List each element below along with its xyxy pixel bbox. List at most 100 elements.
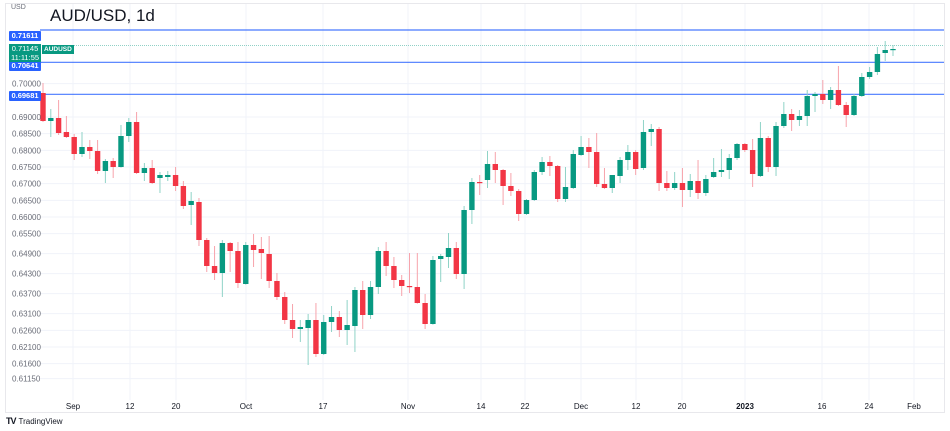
tradingview-logo-icon: TV [6,416,16,426]
candle-body [313,320,319,354]
candle [765,136,771,172]
candle-body [235,251,241,283]
candle-body [749,150,756,174]
candle-body [48,118,54,121]
candle [211,246,218,280]
candle-body [133,122,140,173]
candle-body [157,175,163,178]
candle-body [204,240,210,266]
candle-body [94,151,101,171]
candle [297,320,304,342]
candle-body [843,105,849,115]
candle [851,94,857,116]
candle [469,178,475,224]
candle-body [492,164,498,170]
candle-body [328,317,335,322]
candle [55,100,62,135]
candle-body [258,249,265,253]
candle [617,157,623,183]
candle [313,303,319,357]
candle-body [578,147,584,155]
candle [508,173,514,196]
candle [601,168,608,189]
horizontal-price-lines [40,29,944,95]
candle [282,292,288,324]
candle [445,233,452,268]
candle-body [71,137,77,154]
candle-body [383,251,389,266]
candle [453,242,460,279]
candle [430,256,436,325]
y-tick-label: 0.66000 [12,213,41,222]
price-line-label[interactable]: 0.70641 [9,61,41,71]
candle-body [726,158,732,170]
candle-body [305,320,311,328]
candle [843,102,849,127]
candle [757,122,764,177]
candle-body [367,287,374,315]
candle-body [188,201,194,205]
candle [383,242,389,276]
y-tick-label: 0.67500 [12,163,41,172]
candle [289,304,296,338]
bar-countdown: 11:11:55 [10,53,40,62]
candle-body [141,168,148,173]
candle [796,110,803,126]
candle [609,175,615,193]
candle [227,242,233,272]
candle-body [79,147,85,154]
x-tick-label: 20 [678,402,687,411]
candle-body [430,260,436,324]
y-tick-label: 0.68000 [12,146,41,155]
price-line-label[interactable]: 0.69681 [9,91,41,101]
current-price: 0.71145 [11,44,39,53]
candle-body [757,138,764,176]
tradingview-logo[interactable]: TV TradingView [6,416,63,426]
candle-body [890,49,896,51]
candle [492,152,498,183]
candle-body [110,161,116,167]
candle-body [710,172,717,177]
candle [866,67,873,79]
y-tick-label: 0.62600 [12,326,41,335]
candle-body [172,175,179,186]
candle [63,116,70,138]
candle [827,87,834,109]
x-tick-label: 17 [319,402,328,411]
candle [640,120,647,170]
y-tick-label: 0.63700 [12,290,41,299]
candle-body [664,183,670,188]
candle-body [531,172,537,200]
candle-body [882,50,888,53]
x-tick-label: 14 [477,402,486,411]
candle [79,132,85,157]
y-tick-label: 0.65500 [12,230,41,239]
current-price-label: 0.71145 11:11:55 [9,44,41,62]
candle [820,80,826,104]
candle-body [165,175,171,177]
candle [679,168,686,207]
candle-body [671,183,678,188]
candle-body [243,245,249,284]
candle-body [734,144,740,158]
candle-body [804,96,810,116]
candle-body [87,147,93,151]
candle [882,41,888,61]
candle [133,112,140,174]
candle [180,181,187,209]
candle [126,118,132,142]
x-tick-label: 2023 [736,402,754,411]
x-tick-label: 12 [632,402,641,411]
candle-body [282,297,288,320]
candle [859,73,865,97]
candle [391,257,397,288]
candle [625,145,631,170]
price-line-label[interactable]: 0.71611 [9,31,41,41]
candle-body [219,243,226,273]
candle-body [695,181,701,193]
candle [703,175,709,196]
candle [671,172,678,190]
candle-body [484,164,491,180]
candle-body [118,136,124,167]
